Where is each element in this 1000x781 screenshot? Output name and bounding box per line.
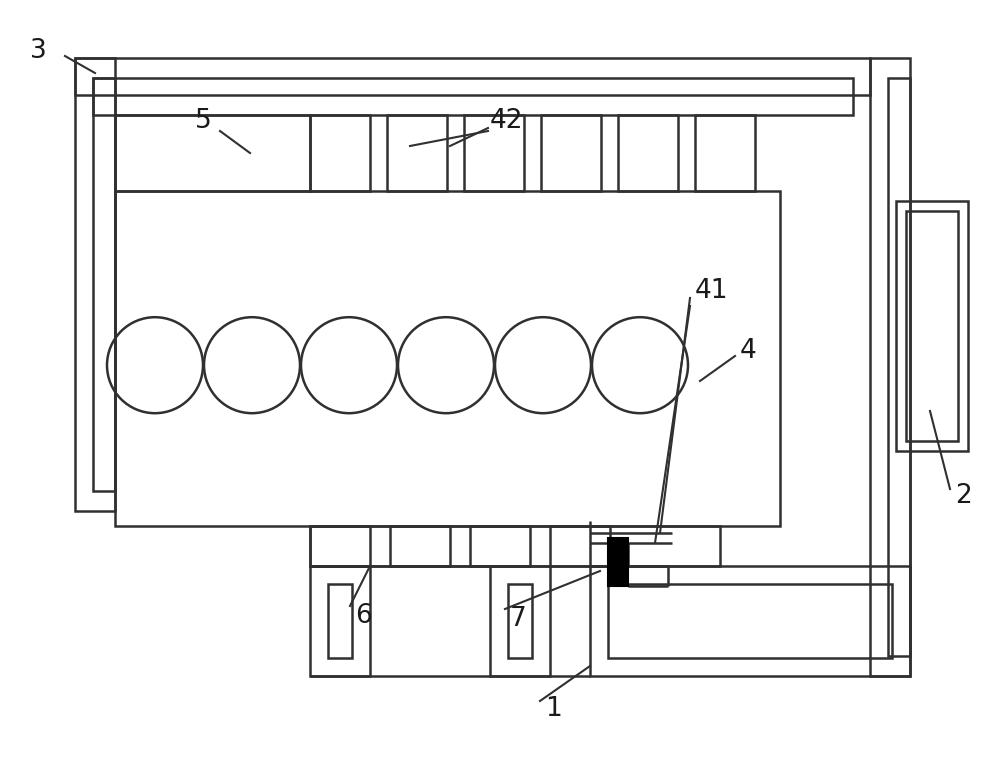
Bar bbox=[310, 115, 370, 191]
Bar bbox=[490, 566, 550, 676]
Bar bbox=[590, 566, 910, 676]
Bar bbox=[896, 201, 968, 451]
Bar bbox=[618, 115, 678, 191]
Bar bbox=[310, 526, 720, 566]
Bar bbox=[387, 115, 447, 191]
Bar bbox=[870, 58, 910, 676]
Bar bbox=[328, 584, 352, 658]
Bar bbox=[115, 191, 780, 526]
Bar bbox=[550, 526, 610, 566]
Bar bbox=[608, 538, 628, 586]
Bar bbox=[93, 78, 115, 491]
Text: 4: 4 bbox=[740, 338, 757, 364]
Text: 5: 5 bbox=[195, 108, 212, 134]
Bar bbox=[470, 526, 530, 566]
Bar bbox=[508, 584, 532, 658]
Bar bbox=[75, 58, 115, 511]
Bar bbox=[310, 566, 370, 676]
Text: 42: 42 bbox=[490, 108, 524, 134]
Bar bbox=[888, 78, 910, 656]
Bar bbox=[608, 584, 892, 658]
Bar bbox=[541, 115, 601, 191]
Text: 7: 7 bbox=[510, 606, 527, 632]
Text: 1: 1 bbox=[545, 696, 562, 722]
Bar bbox=[695, 115, 755, 191]
Bar bbox=[310, 526, 370, 566]
Bar bbox=[115, 115, 310, 191]
Text: 41: 41 bbox=[695, 278, 728, 304]
Bar bbox=[464, 115, 524, 191]
Bar bbox=[93, 78, 853, 115]
Text: 2: 2 bbox=[955, 483, 972, 509]
Bar bbox=[75, 58, 870, 95]
Text: 6: 6 bbox=[355, 603, 372, 629]
Bar bbox=[906, 211, 958, 441]
Text: 3: 3 bbox=[30, 38, 47, 64]
Bar bbox=[390, 526, 450, 566]
